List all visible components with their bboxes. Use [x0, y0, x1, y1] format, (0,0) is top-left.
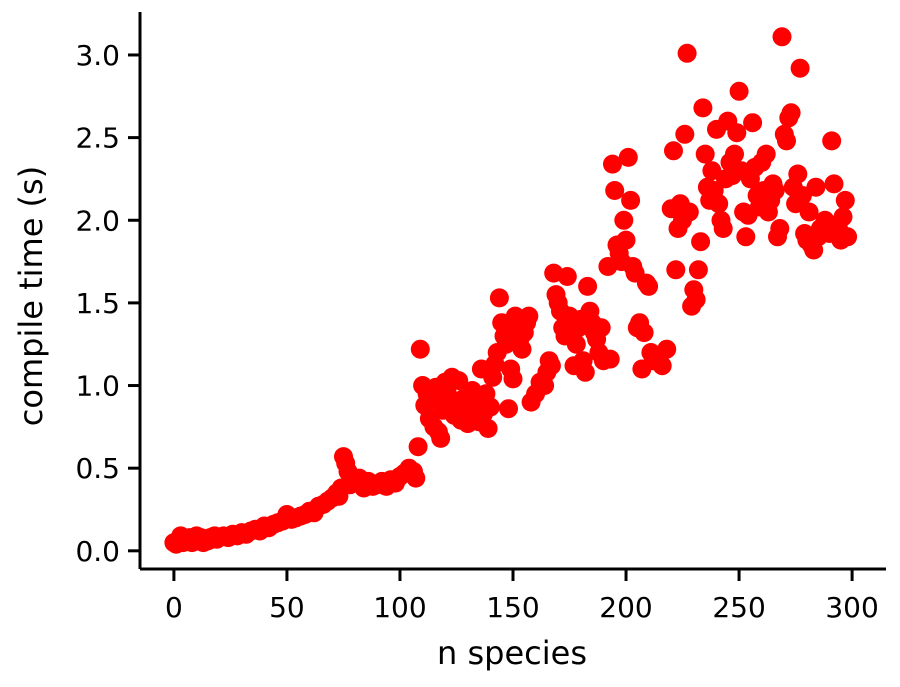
data-point	[639, 276, 659, 296]
data-point	[519, 306, 539, 326]
data-point	[431, 428, 451, 448]
x-tick-label: 250	[712, 591, 765, 624]
data-point	[736, 227, 756, 247]
x-tick-label: 50	[269, 591, 305, 624]
data-point	[725, 144, 744, 164]
data-point	[770, 219, 790, 238]
data-point	[512, 339, 532, 359]
data-point	[790, 58, 810, 78]
data-point	[652, 356, 672, 376]
data-point	[600, 349, 620, 369]
data-point	[621, 190, 641, 210]
data-point	[614, 210, 634, 230]
data-point	[677, 43, 697, 63]
data-point	[616, 230, 636, 250]
data-point	[657, 339, 677, 359]
y-tick-label: 2.0	[75, 204, 120, 237]
data-point	[799, 202, 819, 222]
data-point	[410, 339, 430, 359]
data-point	[591, 318, 611, 338]
data-point	[695, 144, 715, 164]
data-point	[575, 362, 595, 382]
data-point	[777, 131, 796, 151]
y-tick-label: 1.0	[75, 370, 120, 403]
data-point	[679, 202, 699, 222]
data-point	[664, 141, 683, 161]
data-point	[693, 98, 713, 118]
data-point	[686, 290, 706, 310]
data-point	[666, 260, 686, 280]
data-point	[765, 181, 785, 200]
data-point	[503, 369, 523, 389]
data-point	[838, 227, 858, 247]
data-point	[603, 154, 622, 174]
data-point	[478, 419, 498, 438]
data-point	[578, 276, 598, 296]
data-point	[756, 144, 776, 164]
y-tick-label: 0.0	[75, 535, 120, 568]
data-point	[743, 113, 763, 133]
data-point	[406, 468, 426, 488]
data-point	[781, 103, 801, 123]
data-point	[449, 371, 469, 391]
data-point	[408, 437, 428, 457]
data-point	[806, 177, 826, 197]
data-point	[727, 123, 747, 143]
data-point	[772, 27, 792, 47]
data-point	[833, 207, 853, 227]
data-point	[675, 124, 695, 144]
data-point	[713, 219, 733, 238]
data-point	[835, 190, 855, 210]
data-point	[489, 288, 509, 308]
data-point	[634, 323, 654, 343]
x-tick-label: 100	[373, 591, 426, 624]
x-tick-label: 0	[165, 591, 183, 624]
x-tick-label: 300	[825, 591, 878, 624]
x-axis-label: n species	[437, 634, 587, 672]
y-ticks: 0.0 0.5 1.0 1.5 2.0 2.5 3.0	[75, 39, 140, 568]
data-point	[709, 194, 729, 214]
x-tick-label: 150	[486, 591, 539, 624]
data-point	[691, 232, 711, 252]
data-point	[822, 131, 842, 151]
data-point	[729, 81, 749, 101]
data-point	[480, 397, 500, 417]
y-tick-label: 1.5	[75, 287, 120, 320]
data-point	[688, 260, 708, 280]
x-ticks: 0 50 100 150 200 250 300	[165, 569, 879, 624]
y-tick-label: 3.0	[75, 39, 120, 72]
data-point	[824, 174, 844, 194]
data-point	[566, 334, 586, 354]
y-tick-label: 2.5	[75, 122, 120, 155]
y-tick-label: 0.5	[75, 452, 120, 485]
data-point	[499, 399, 518, 419]
x-tick-label: 200	[599, 591, 652, 624]
data-point	[605, 181, 625, 200]
data-point	[557, 267, 577, 286]
data-points	[164, 27, 858, 554]
data-point	[541, 356, 561, 376]
y-axis-label: compile time (s)	[12, 166, 50, 426]
data-point	[788, 164, 808, 184]
data-point	[618, 147, 638, 167]
